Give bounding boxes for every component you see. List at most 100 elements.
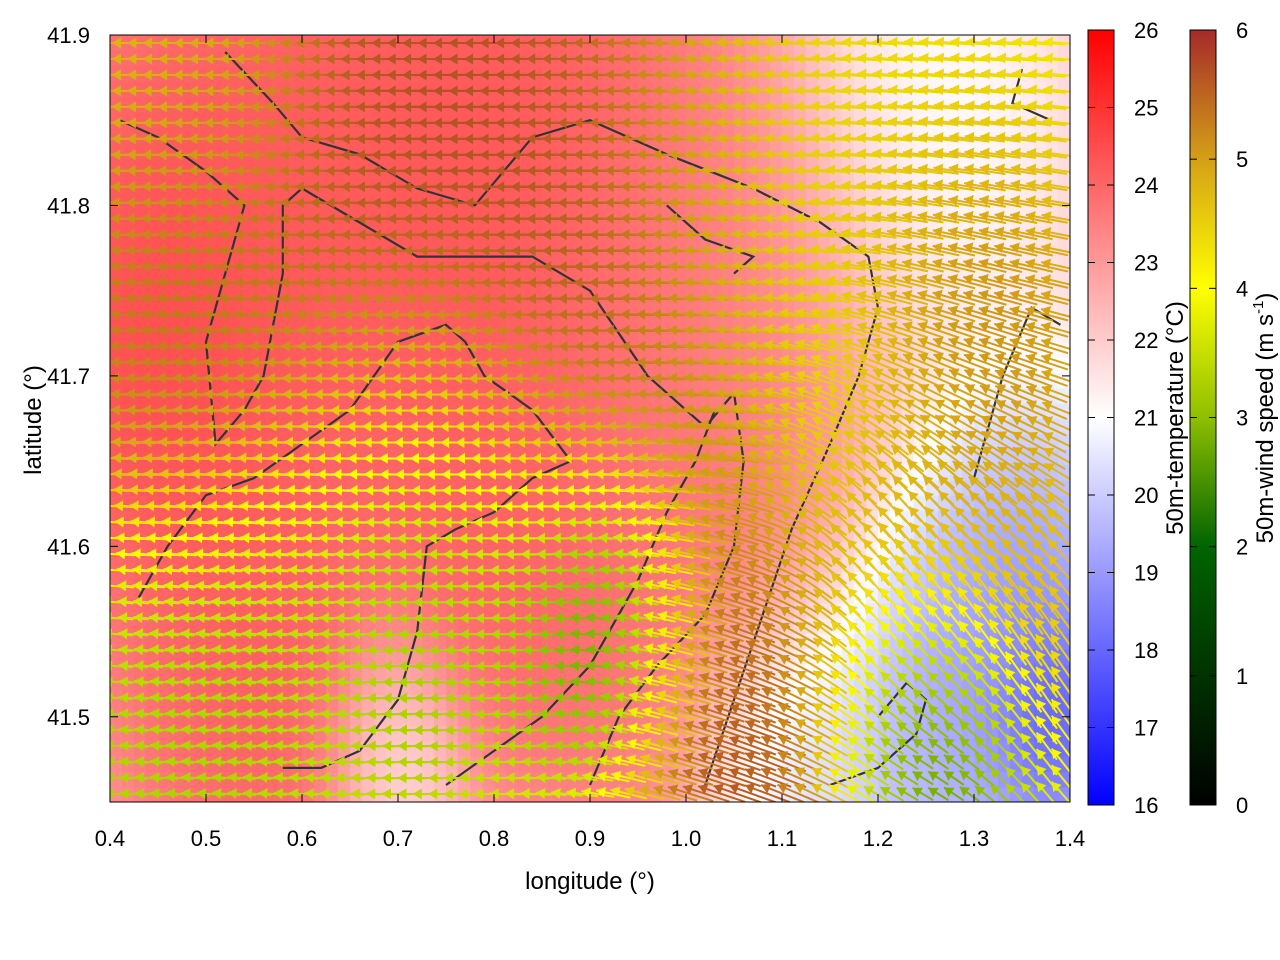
heat-cell bbox=[374, 617, 387, 634]
heat-cell bbox=[278, 495, 291, 512]
heat-cell bbox=[242, 234, 255, 251]
heat-cell bbox=[122, 65, 135, 82]
heat-cell bbox=[182, 633, 195, 650]
heat-cell bbox=[374, 633, 387, 650]
heat-cell bbox=[218, 571, 231, 588]
heat-cell bbox=[182, 65, 195, 82]
heat-cell bbox=[242, 602, 255, 619]
heat-cell bbox=[398, 357, 411, 374]
wind-arrow-head bbox=[110, 660, 113, 672]
wind-arrow-head bbox=[110, 724, 113, 736]
heat-cell bbox=[314, 617, 327, 634]
heat-cell bbox=[194, 173, 207, 189]
heat-cell bbox=[158, 602, 171, 619]
heat-cell bbox=[158, 740, 171, 757]
heat-cell bbox=[158, 648, 171, 665]
heat-cell bbox=[110, 280, 123, 297]
wind-arrow-head bbox=[95, 197, 104, 208]
heat-cell bbox=[410, 96, 423, 113]
heat-cell bbox=[242, 357, 255, 374]
wind-arrow-head bbox=[97, 53, 106, 64]
wind-arrow-head bbox=[97, 37, 106, 48]
heat-cell bbox=[134, 633, 147, 650]
heat-cell bbox=[242, 219, 255, 236]
heat-cell bbox=[302, 65, 315, 82]
wind-arrow-head bbox=[94, 325, 103, 336]
heat-cell bbox=[110, 771, 123, 788]
heat-cell bbox=[566, 234, 579, 251]
heat-cell bbox=[206, 648, 219, 665]
wind-arrow-head bbox=[95, 357, 104, 368]
wind-arrow-head bbox=[96, 101, 105, 112]
heat-cell bbox=[530, 755, 543, 772]
heat-cell bbox=[290, 65, 303, 82]
heat-cell bbox=[290, 219, 303, 236]
heat-cell bbox=[278, 479, 291, 496]
wind-arrow-head bbox=[100, 532, 109, 543]
heat-cell bbox=[530, 740, 543, 757]
heat-cell bbox=[374, 740, 387, 757]
heat-cell bbox=[302, 249, 315, 266]
heat-cell bbox=[158, 587, 171, 604]
heat-cell bbox=[110, 249, 123, 266]
heat-cell bbox=[266, 755, 279, 772]
heat-cell bbox=[194, 234, 207, 251]
wind-arrow-head bbox=[97, 69, 106, 80]
heat-cell bbox=[206, 633, 219, 650]
heat-cell bbox=[434, 479, 447, 496]
wind-arrow-head bbox=[96, 85, 105, 96]
heat-cell bbox=[590, 495, 603, 512]
heat-cell bbox=[242, 65, 255, 82]
heat-cell bbox=[566, 357, 579, 374]
heat-cell bbox=[194, 188, 207, 205]
heat-cell bbox=[218, 188, 231, 205]
heat-cell bbox=[242, 96, 255, 113]
heat-cell bbox=[302, 173, 315, 189]
heat-cell bbox=[134, 464, 147, 481]
heat-cell bbox=[134, 249, 147, 266]
wind-arrow-head bbox=[95, 389, 104, 400]
heat-cell bbox=[194, 219, 207, 236]
heat-cell bbox=[266, 249, 279, 266]
heat-cell bbox=[566, 96, 579, 113]
heat-cell bbox=[110, 617, 123, 634]
heat-cell bbox=[242, 372, 255, 389]
wind-arrow-head bbox=[97, 452, 106, 463]
heat-cell bbox=[326, 495, 339, 512]
heat-cell bbox=[122, 234, 135, 251]
heat-cell bbox=[530, 617, 543, 634]
heat-cell bbox=[242, 265, 255, 282]
heat-cell bbox=[242, 173, 255, 189]
wind-arrow-head bbox=[99, 516, 108, 527]
heat-cell bbox=[134, 203, 147, 220]
heat-cell bbox=[134, 96, 147, 113]
heat-cell bbox=[1058, 81, 1070, 97]
heat-cell bbox=[158, 219, 171, 236]
heat-cell bbox=[530, 602, 543, 619]
heat-cell bbox=[242, 249, 255, 266]
heat-cell bbox=[110, 571, 123, 588]
heat-cell bbox=[266, 234, 279, 251]
wind-arrow-head bbox=[96, 437, 105, 448]
heat-cell bbox=[134, 357, 147, 374]
heat-cell bbox=[1058, 556, 1070, 573]
heat-cell bbox=[134, 188, 147, 205]
wind-arrow-head bbox=[96, 117, 105, 128]
heat-cell bbox=[110, 234, 123, 251]
wind-arrow-head bbox=[110, 580, 111, 592]
wind-arrow-head bbox=[95, 229, 104, 240]
heat-cell bbox=[266, 771, 279, 788]
wind-arrow-head bbox=[110, 628, 113, 640]
heat-cell bbox=[302, 96, 315, 113]
heat-cell bbox=[266, 587, 279, 604]
heat-cell bbox=[290, 357, 303, 374]
heat-cell bbox=[134, 219, 147, 236]
heat-cell bbox=[302, 81, 315, 97]
heat-cell bbox=[218, 602, 231, 619]
heat-cell bbox=[818, 111, 831, 128]
heat-cell bbox=[278, 464, 291, 481]
wind-arrow-head bbox=[94, 341, 103, 352]
heat-cell bbox=[302, 280, 315, 297]
heat-cell bbox=[134, 265, 147, 282]
heat-cell bbox=[530, 725, 543, 742]
